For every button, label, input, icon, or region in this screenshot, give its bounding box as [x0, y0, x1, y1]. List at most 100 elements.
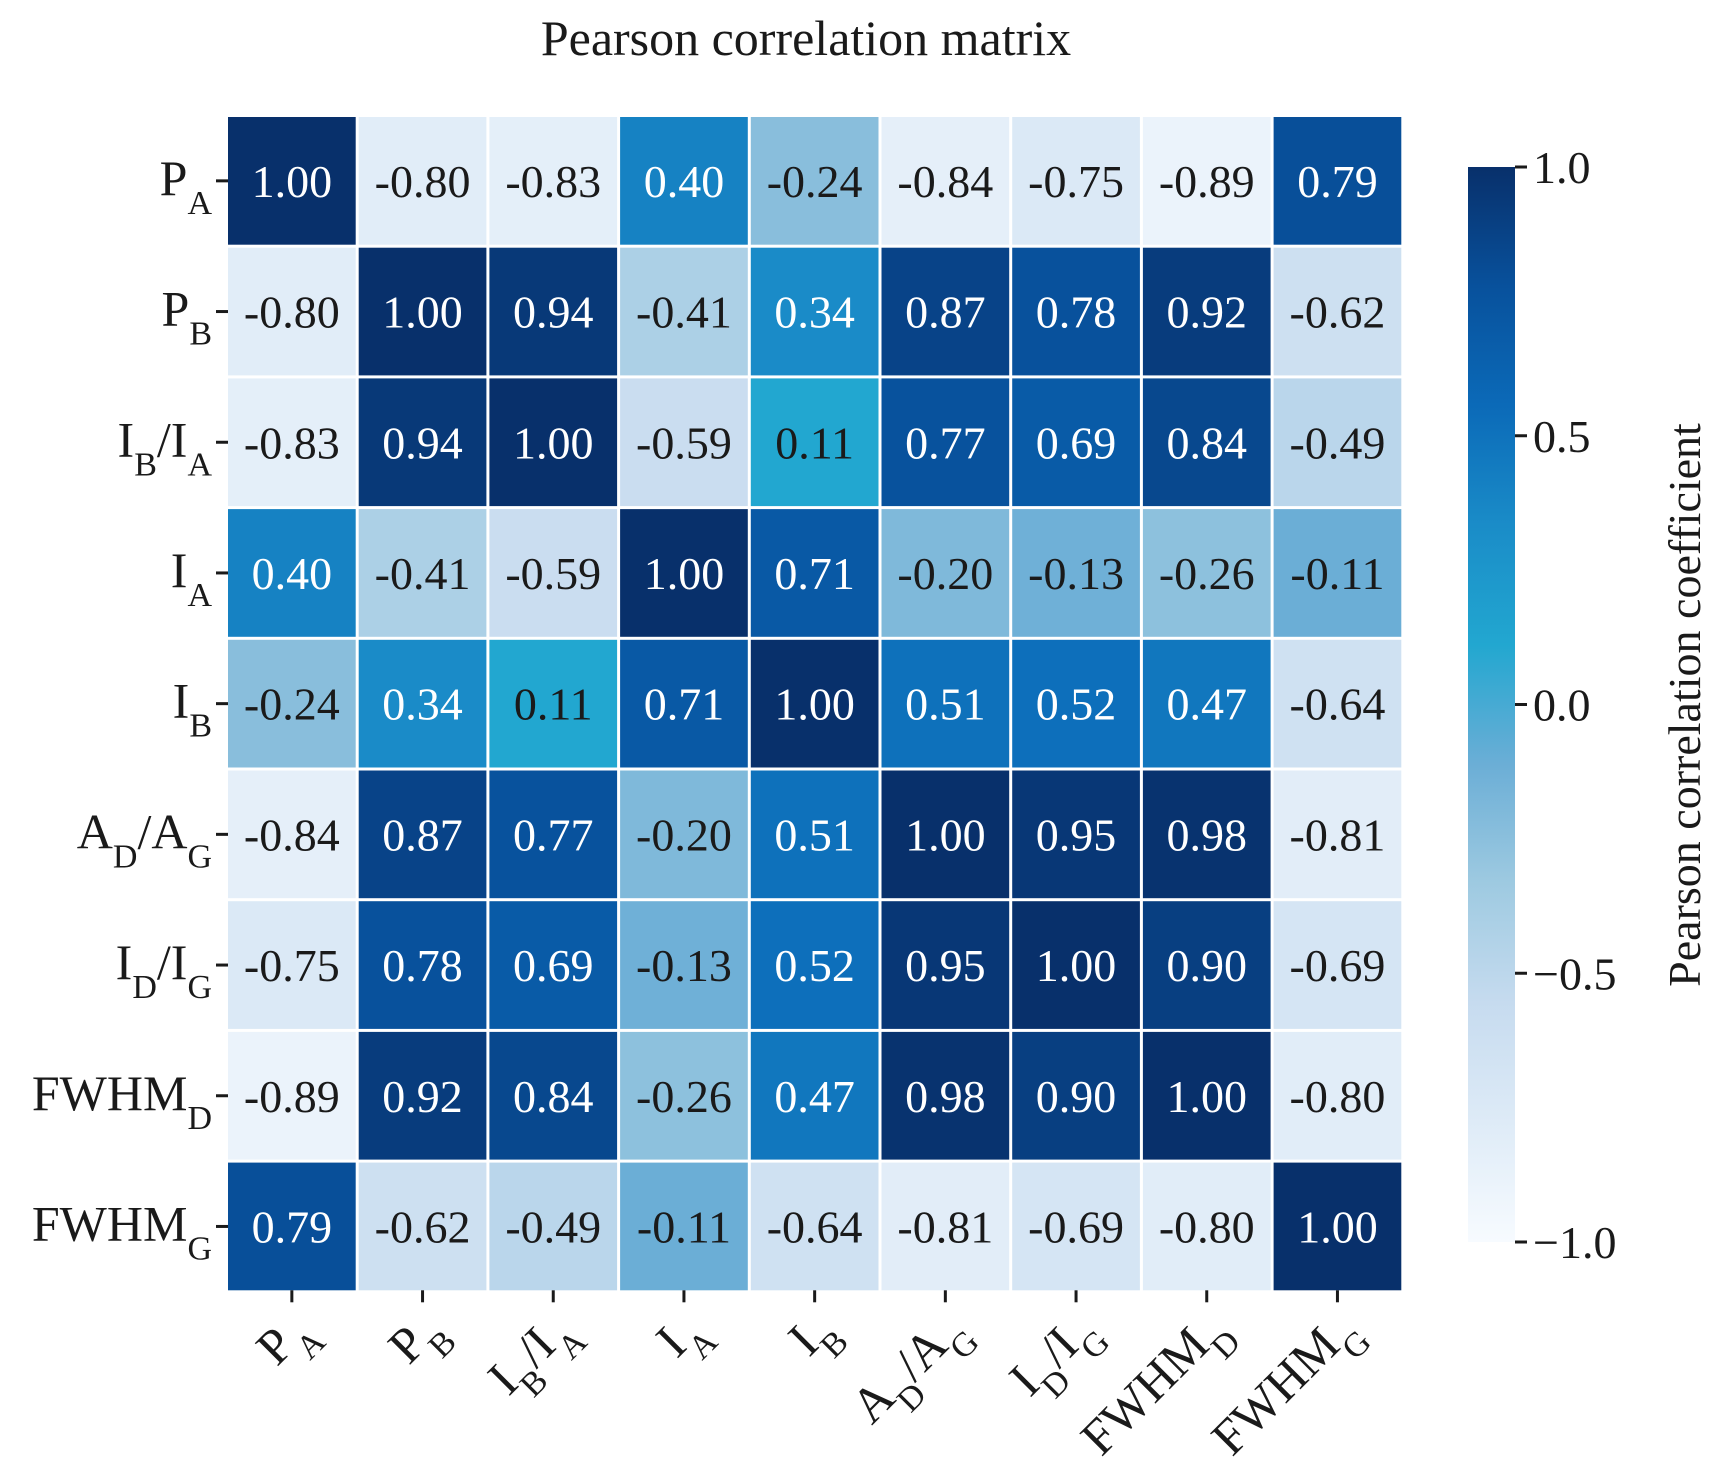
cell-value-label: -0.49: [505, 1201, 601, 1252]
cell-value-label: -0.89: [1159, 156, 1255, 207]
heatmap-cell: [489, 117, 618, 245]
column-label-ad-ag: AD/AG: [840, 1298, 986, 1444]
heatmap-cell: [1142, 378, 1271, 507]
row-label-ib-ia: IB/IA: [118, 411, 213, 483]
colorbar-tick-label: −0.5: [1533, 948, 1616, 999]
row-label-fwhmg: FWHMG: [32, 1195, 212, 1267]
heatmap-cell: [228, 639, 356, 768]
cell-value-label: 0.71: [774, 548, 855, 599]
cell-value-label: 1.00: [1297, 1201, 1378, 1252]
cell-value-label: 0.34: [382, 679, 463, 730]
heatmap-cell: [358, 1031, 487, 1160]
cell-value-label: 1.00: [1167, 1071, 1248, 1122]
heatmap-cell: [750, 1031, 879, 1160]
cell-value-label: 0.69: [513, 940, 594, 991]
heatmap-cell: [620, 378, 748, 507]
heatmap-cell: [489, 509, 618, 637]
heatmap-cell: [1142, 1162, 1271, 1291]
row-label-fwhmd: FWHMD: [32, 1065, 212, 1137]
colorbar-ticks: 1.0 0.5 0.0 −0.5 −1.0: [1515, 142, 1616, 1268]
heatmap-cell: [620, 117, 748, 245]
row-labels: PA PB IB/IA IA IB AD/AG ID/IG FWHMD FWHMG: [32, 150, 228, 1267]
heatmap-cell: [489, 901, 618, 1029]
row-label-pa: PA: [160, 150, 213, 222]
cell-value-label: 0.52: [774, 940, 855, 991]
cell-value-label: -0.49: [1290, 417, 1386, 468]
cell-value-label: 1.00: [905, 809, 986, 860]
cell-value-label: -0.41: [636, 287, 732, 338]
cell-value-label: 0.51: [774, 809, 855, 860]
heatmap-cell: [1142, 901, 1271, 1029]
cell-value-label: -0.84: [897, 156, 993, 207]
cell-value-label: -0.64: [1290, 679, 1386, 730]
heatmap-cell: [1012, 901, 1140, 1029]
cell-value-label: 0.94: [382, 417, 463, 468]
row-label-pb: PB: [162, 281, 213, 353]
heatmap-cell: [358, 509, 487, 637]
heatmap-cell: [620, 509, 748, 637]
cell-value-label: 0.94: [513, 287, 594, 338]
heatmap-cells: 1.00 -0.80 -0.83 0.40 -0.24 -0.84 -0.75 -0.89 0.…: [228, 117, 1402, 1291]
heatmap-cell: [881, 117, 1010, 245]
heatmap-cell: [620, 639, 748, 768]
cell-value-label: -0.81: [897, 1201, 993, 1252]
heatmap-cell: [358, 770, 487, 899]
cell-value-label: 0.71: [644, 679, 725, 730]
cell-value-label: 0.40: [252, 548, 333, 599]
heatmap-cell: [358, 1162, 487, 1291]
cell-value-label: -0.20: [897, 548, 993, 599]
cell-value-label: -0.11: [637, 1201, 731, 1252]
heatmap-cell: [1142, 117, 1271, 245]
cell-value-label: 0.92: [1167, 287, 1248, 338]
heatmap-cell: [881, 1162, 1010, 1291]
colorbar: 1.0 0.5 0.0 −0.5 −1.0 Pearson correlation co…: [1468, 142, 1710, 1268]
heatmap-cell: [228, 247, 356, 376]
heatmap-cell: [1012, 1031, 1140, 1160]
heatmap-cell: [750, 247, 879, 376]
heatmap-cell: [881, 378, 1010, 507]
cell-value-label: -0.41: [375, 548, 471, 599]
column-label-fwhmd: FWHMD: [1070, 1298, 1248, 1476]
column-label-fwhmg: FWHMG: [1200, 1298, 1378, 1476]
row-label-id-ig: ID/IG: [116, 934, 212, 1006]
cell-value-label: 1.00: [774, 679, 855, 730]
heatmap-cell: [881, 770, 1010, 899]
heatmap-cell: [228, 770, 356, 899]
cell-value-label: 0.87: [905, 287, 986, 338]
row-label-ib: IB: [173, 673, 212, 745]
cell-value-label: -0.89: [244, 1071, 340, 1122]
cell-value-label: 0.47: [774, 1071, 855, 1122]
heatmap-cell: [750, 770, 879, 899]
heatmap-cell: [750, 639, 879, 768]
heatmap-cell: [750, 1162, 879, 1291]
cell-value-label: 0.84: [1167, 417, 1248, 468]
cell-value-label: 0.98: [905, 1071, 986, 1122]
cell-value-label: 0.78: [1036, 287, 1117, 338]
colorbar-gradient: [1468, 167, 1515, 1242]
heatmap-cell: [358, 117, 487, 245]
cell-value-label: 0.87: [382, 809, 463, 860]
heatmap-cell: [228, 378, 356, 507]
heatmap-cell: [1142, 1031, 1271, 1160]
heatmap-cell: [489, 378, 618, 507]
heatmap-cell: [1012, 770, 1140, 899]
colorbar-label: Pearson correlation coefficient: [1659, 423, 1710, 987]
row-label-ad-ag: AD/AG: [77, 803, 212, 875]
cell-value-label: 1.00: [513, 417, 594, 468]
heatmap-cell: [1273, 117, 1402, 245]
heatmap-cell: [1273, 1031, 1402, 1160]
cell-value-label: 0.98: [1167, 809, 1248, 860]
cell-value-label: -0.13: [636, 940, 732, 991]
cell-value-label: 0.69: [1036, 417, 1117, 468]
heatmap-cell: [1142, 247, 1271, 376]
heatmap-cell: [881, 639, 1010, 768]
heatmap-cell: [228, 1162, 356, 1291]
column-label-ia: IA: [645, 1298, 725, 1378]
chart-title: Pearson correlation matrix: [541, 10, 1071, 66]
cell-value-label: 0.77: [513, 809, 594, 860]
heatmap-cell: [1142, 509, 1271, 637]
heatmap-cell: [750, 117, 879, 245]
cell-value-label: 0.84: [513, 1071, 594, 1122]
cell-value-label: 0.77: [905, 417, 986, 468]
